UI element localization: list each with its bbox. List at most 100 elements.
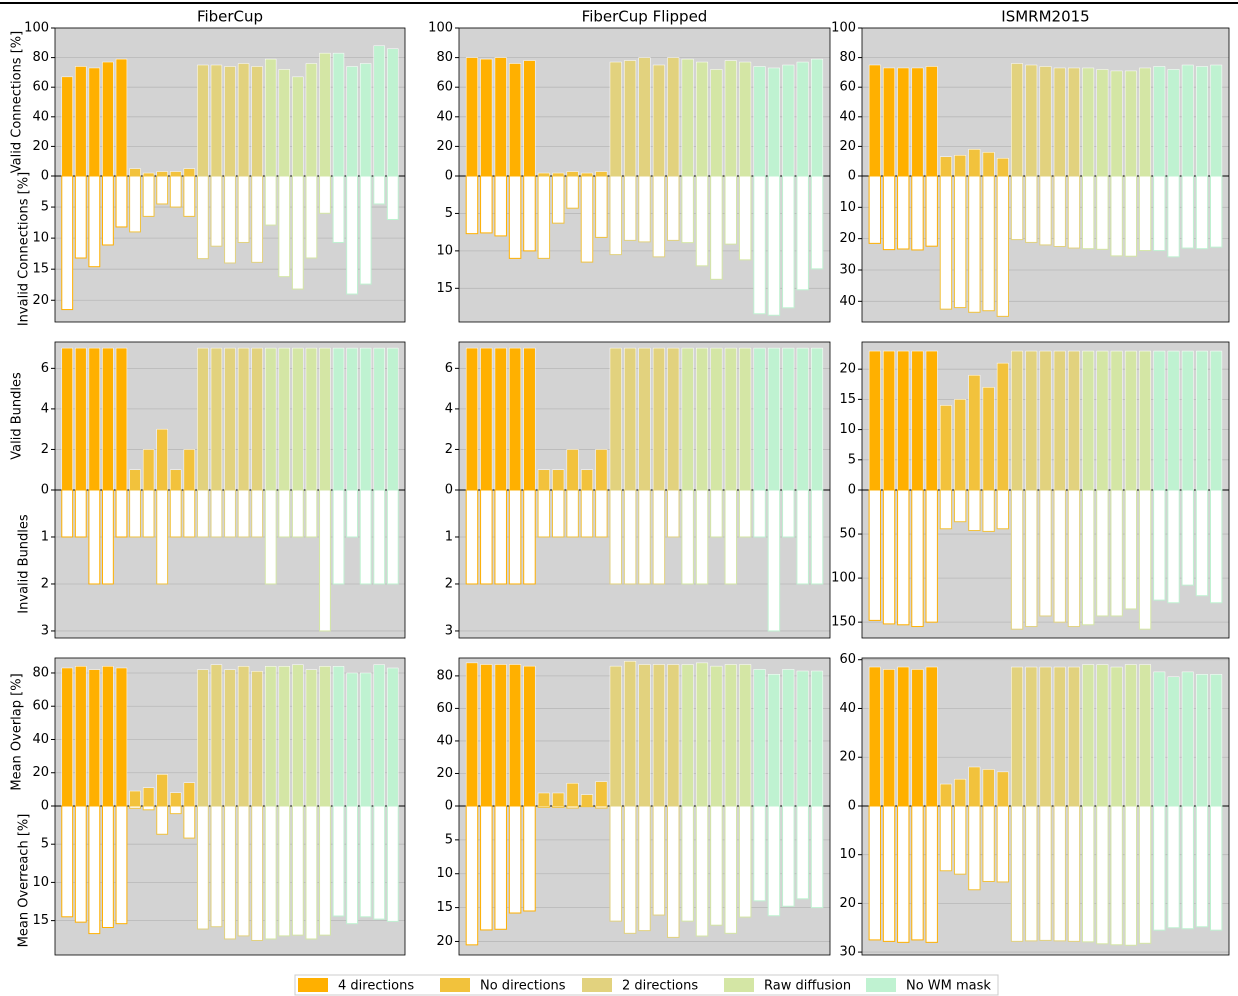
bar-upper [1025,64,1038,177]
bar-upper [883,67,895,177]
bar-upper [897,67,910,177]
bar-lower [508,175,522,259]
bar-upper [624,60,637,177]
bar-lower [332,175,345,243]
bar-upper [115,58,128,177]
bar-upper [115,347,128,491]
y-tick-label: 40 [839,701,856,716]
bar-upper [939,405,952,491]
bar-lower [580,805,594,808]
bar-lower [667,489,680,538]
bar-upper [753,669,766,807]
bar-lower [237,175,250,243]
bar-upper [75,347,87,491]
bar-upper [968,374,981,491]
bar-upper [359,63,372,177]
bar-upper [170,171,182,177]
bar-upper [939,156,952,177]
bar-upper [982,769,995,807]
bar-lower [494,489,507,585]
bar-lower [968,489,981,532]
y-tick-label: 60 [436,701,453,716]
panel-title: FiberCup [197,8,263,26]
y2-tick-label: 150 [831,615,856,630]
y-tick-label: 5 [848,452,856,467]
bar-upper [156,428,168,491]
bar-lower [882,175,896,251]
bar-upper [939,783,952,807]
bar-upper [1011,63,1023,177]
bar-upper [1068,666,1080,807]
bar-upper [387,48,399,177]
bar-upper [480,58,493,177]
bar-lower [264,175,277,226]
bar-lower [115,175,128,228]
bar-upper [782,669,795,807]
bar-upper [537,469,550,491]
bar-upper [739,347,752,491]
bar-lower [305,805,318,940]
bar-upper [1181,671,1194,807]
y-tick-label: 80 [436,668,453,683]
bar-upper [652,347,665,491]
y-tick-label: 6 [41,361,49,376]
bar-upper [373,347,385,491]
bar-lower [74,175,87,259]
bar-upper [523,665,536,807]
bar-upper [332,666,345,807]
bar-upper [566,449,579,491]
bar-upper [767,67,780,177]
bar-lower [386,489,399,585]
y-axis-label: Valid Connections [%] [10,31,25,173]
legend-box [294,974,999,996]
y2-axis-label: Mean Overreach [%] [17,814,32,948]
bar-upper [480,664,493,807]
plot-frame [54,27,406,323]
y-tick-label: 2 [41,442,49,457]
bar-lower [796,489,809,585]
bar-upper [681,664,694,807]
bar-upper [710,69,723,177]
bar-lower [142,489,155,538]
y2-tick-label: 15 [436,281,453,296]
bar-upper [142,787,155,807]
bar-upper [1139,350,1152,491]
y-tick-label: 20 [436,766,453,781]
bar-lower [1195,805,1209,928]
bar-upper [767,674,780,807]
y-tick-label: 80 [32,665,49,680]
bar-lower [1025,489,1038,628]
y-tick-label: 20 [436,139,453,154]
bar-lower [1096,175,1109,250]
bar-lower [1053,805,1066,942]
bar-upper [1011,350,1023,491]
plot-frame [458,657,831,956]
y2-tick-label: 10 [839,200,856,215]
bar-lower [953,489,967,523]
bar-lower [580,175,594,263]
bar-lower [373,489,386,585]
bar-upper [509,664,522,807]
bar-upper [251,66,263,177]
bar-upper [796,670,809,807]
bar-lower [224,489,236,538]
bar-lower [810,805,824,909]
bar-upper [61,667,73,807]
y-tick-label: 100 [428,21,453,36]
bar-upper [1153,350,1166,491]
bar-lower [1167,489,1180,604]
bar-upper [278,666,290,807]
bar-lower [142,175,155,217]
bar-upper [387,347,399,491]
y2-tick-label: 30 [839,945,856,960]
bar-upper [954,155,967,177]
bar-upper [1124,664,1137,807]
bar-lower [810,489,824,585]
y-tick-label: 0 [445,799,453,814]
bar-upper [1068,67,1080,177]
y2-tick-label: 20 [839,231,856,246]
bar-lower [1039,175,1052,246]
bar-upper [925,66,938,177]
bar-upper [1153,66,1166,177]
bar-upper [319,347,331,491]
